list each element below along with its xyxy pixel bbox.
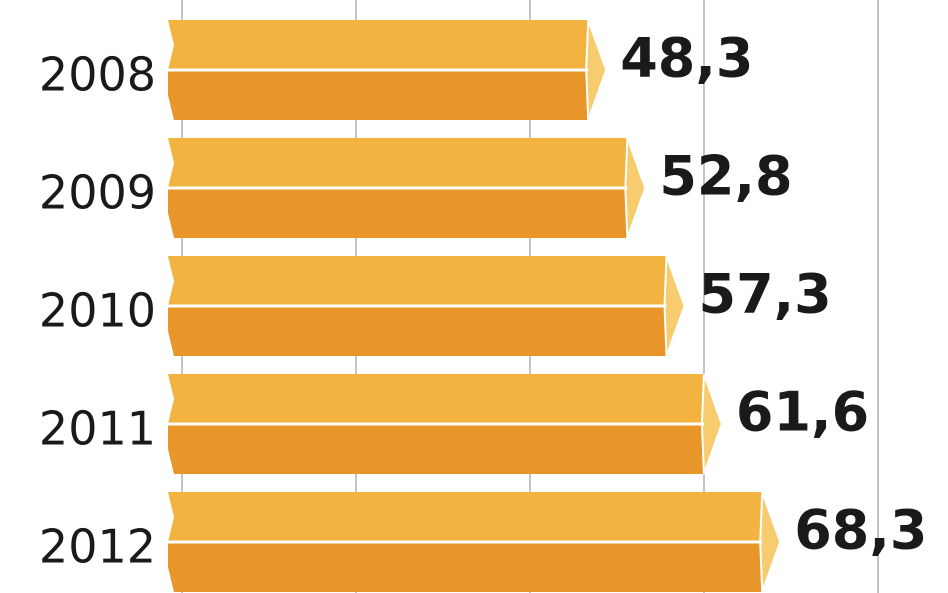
bar (168, 373, 723, 475)
bar (168, 19, 608, 121)
y-tick-label: 2011 (39, 402, 156, 456)
bar-top (168, 492, 763, 542)
bar-tip (759, 491, 782, 593)
bar-top (168, 256, 667, 306)
bar (168, 255, 686, 357)
value-label: 61,6 (736, 381, 869, 444)
value-label: 52,8 (659, 145, 792, 208)
bar-top (168, 138, 628, 188)
bar-tip (624, 137, 647, 239)
bar-tip (663, 255, 686, 357)
bar-bottom (168, 70, 589, 120)
bar-top (168, 20, 589, 70)
bar-bottom (168, 542, 763, 592)
bar-bottom (168, 306, 667, 356)
y-tick-label: 2008 (39, 48, 156, 102)
bar-tip (585, 19, 608, 121)
value-label: 48,3 (620, 27, 753, 90)
bar-bottom (168, 424, 704, 474)
bar (168, 137, 647, 239)
bar-top (168, 374, 704, 424)
bar-bottom (168, 188, 628, 238)
y-tick-label: 2009 (39, 166, 156, 220)
value-label: 68,3 (794, 499, 927, 562)
y-tick-label: 2012 (39, 520, 156, 574)
bar (168, 491, 782, 593)
y-tick-label: 2010 (39, 284, 156, 338)
value-label: 57,3 (699, 263, 832, 326)
bar-tip (700, 373, 723, 475)
